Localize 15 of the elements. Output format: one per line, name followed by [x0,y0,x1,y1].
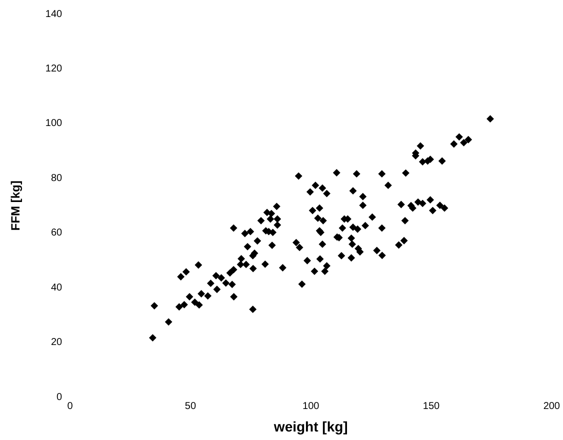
y-tick-label: 80 [50,172,63,184]
y-tick-label: 140 [45,8,63,20]
y-tick-label: 20 [50,337,63,348]
y-tick-label: 120 [45,63,63,74]
x-tick-label: 200 [543,400,560,412]
y-tick-label: 40 [50,282,63,294]
x-tick-label: 100 [302,400,320,412]
x-tick-label: 0 [67,400,74,412]
y-axis-title: FFM [kg] [8,180,23,231]
x-tick-label: 150 [422,400,440,412]
y-tick-label: 60 [50,228,63,239]
y-tick-label: 0 [56,392,63,403]
x-axis-title: weight [kg] [272,418,348,434]
y-tick-label: 100 [45,118,63,130]
x-tick-label: 50 [184,400,196,412]
